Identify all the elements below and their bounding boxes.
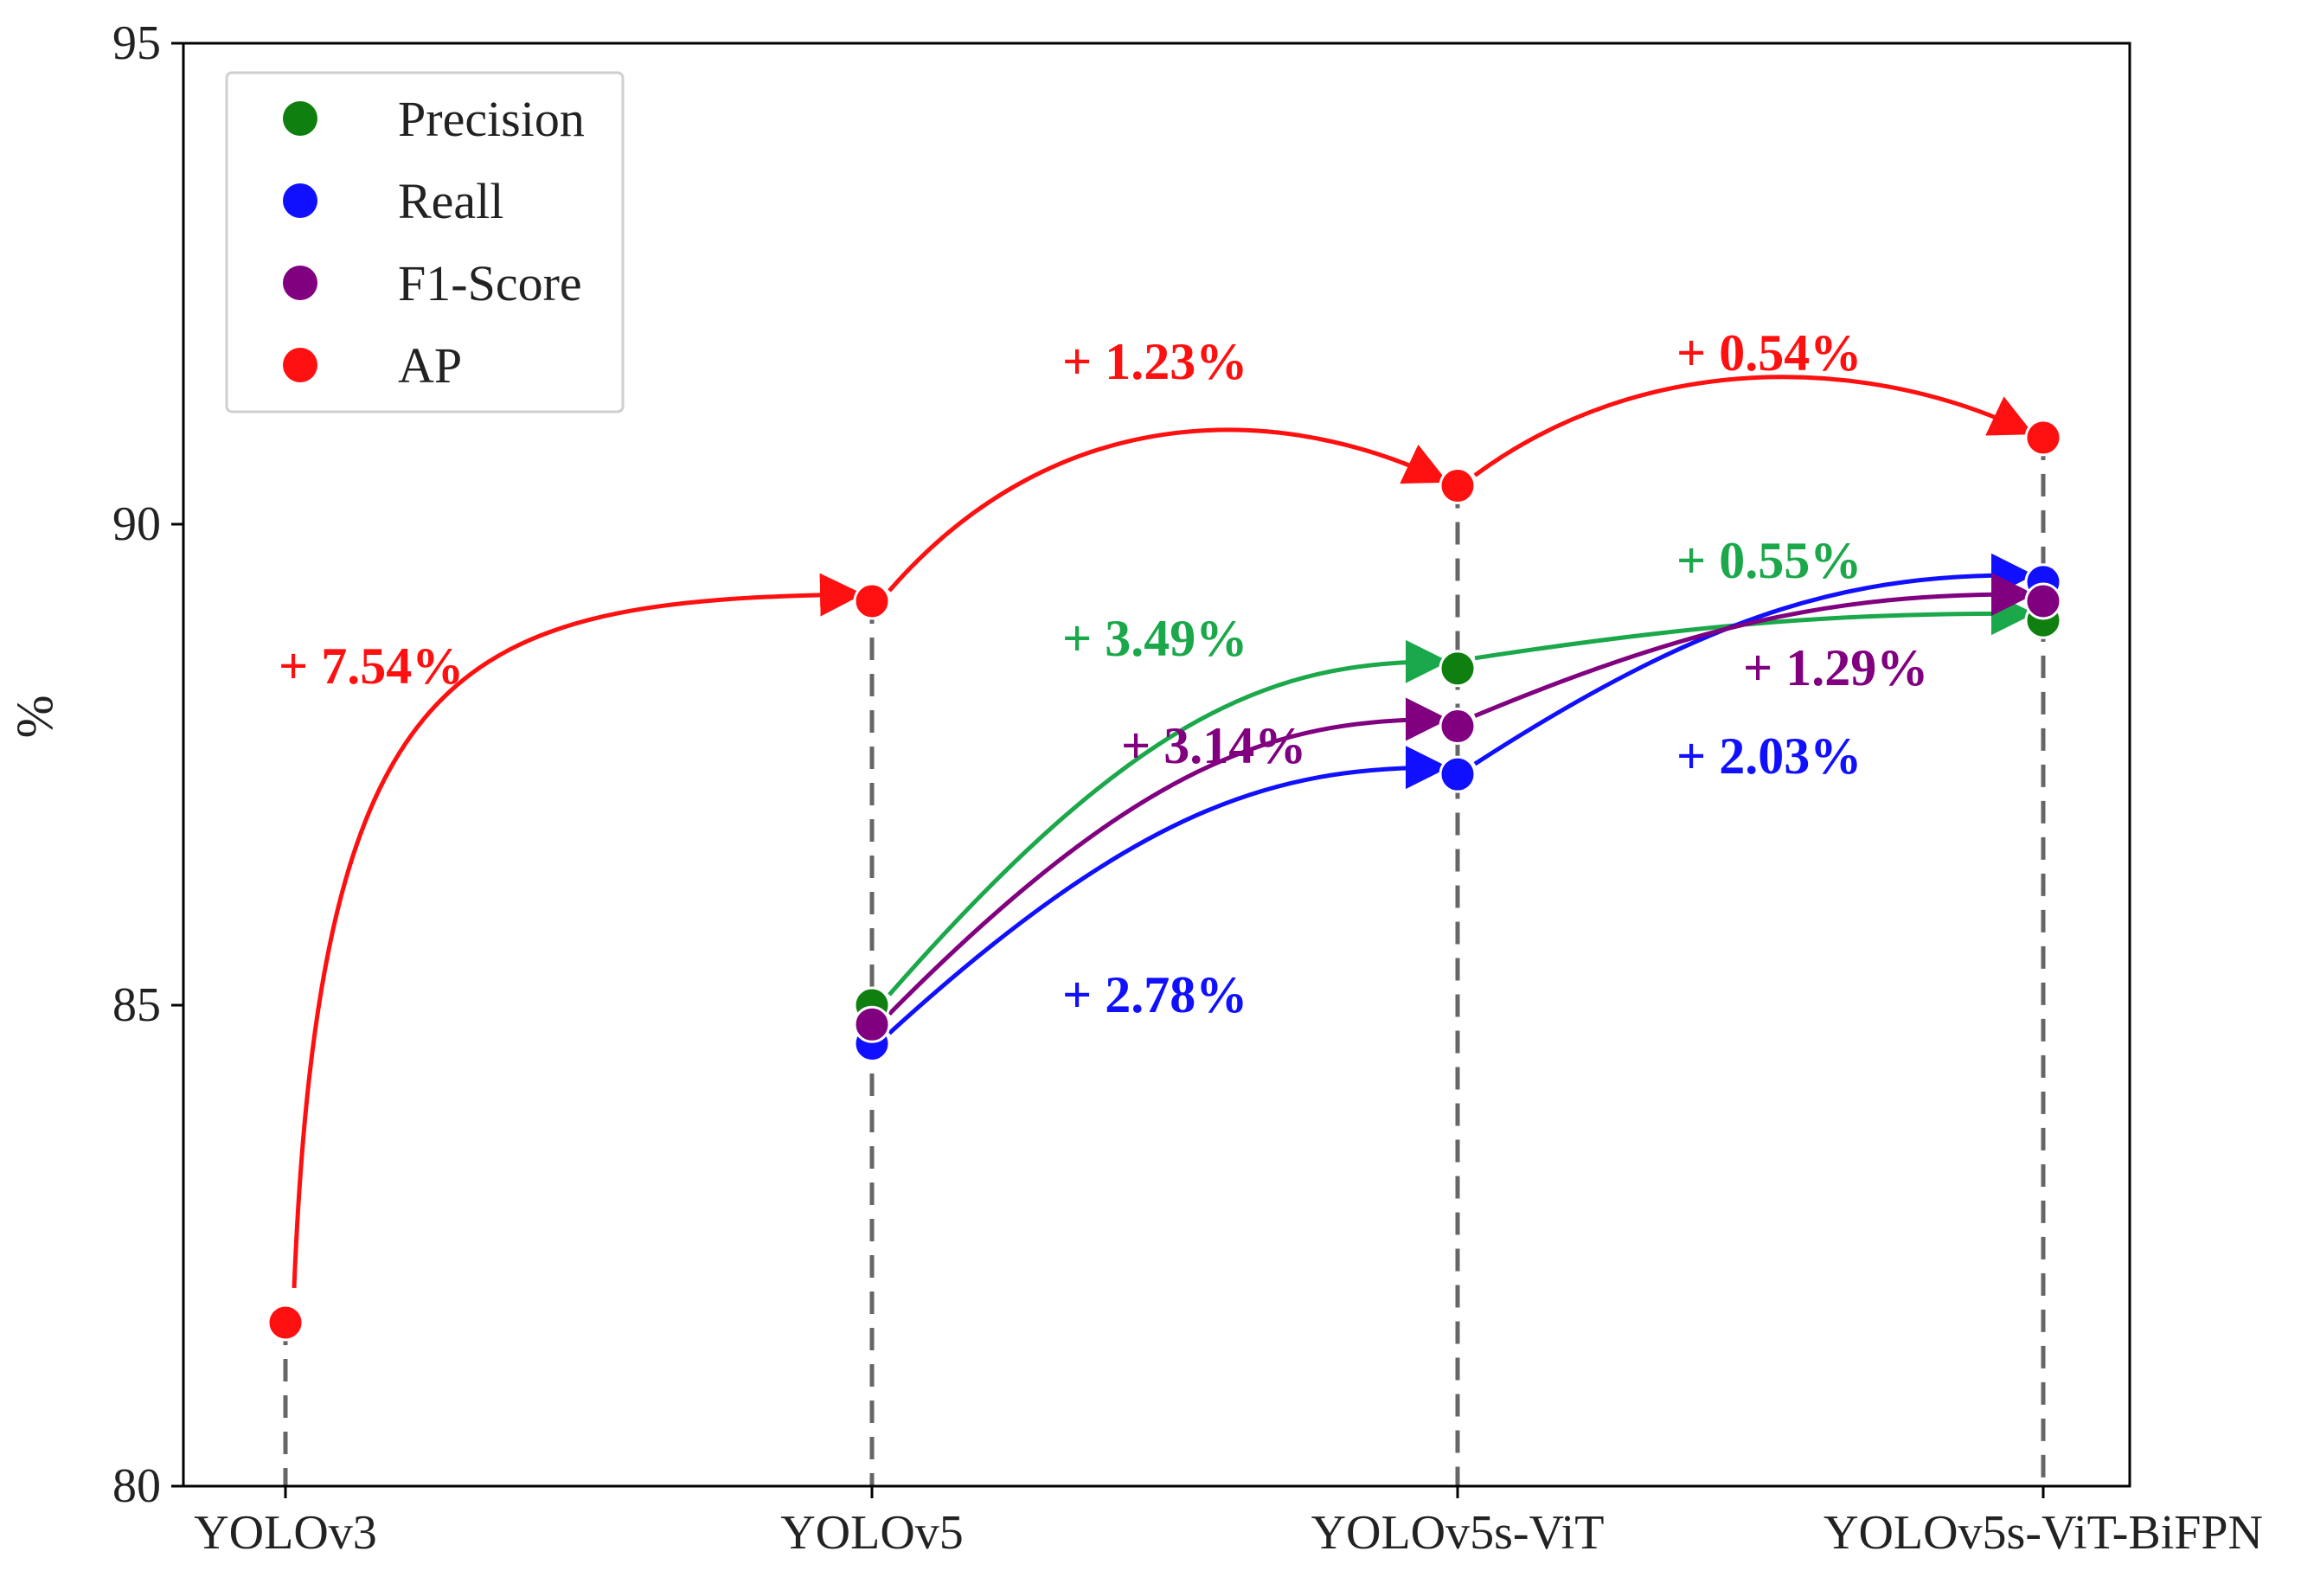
- legend-marker: [283, 266, 317, 300]
- data-point-ap: [266, 1304, 304, 1342]
- trend-curve-f1-score: [888, 697, 1449, 1016]
- y-tick-label: 95: [112, 16, 161, 70]
- drop-lines: [283, 437, 2046, 1486]
- plot-frame: [182, 42, 2131, 1488]
- x-tick-label: YOLOv3: [194, 1506, 377, 1560]
- trend-curve-precision: [1474, 592, 2035, 661]
- legend-label: Precision: [398, 91, 585, 147]
- x-tick-label: YOLOv5s-ViT-BiFPN: [1823, 1506, 2263, 1560]
- legend-box: [225, 71, 625, 413]
- annotation-label: + 1.29%: [1743, 639, 1928, 696]
- annotation-label: + 1.23%: [1062, 333, 1247, 390]
- data-point-precision: [1439, 650, 1477, 688]
- y-tick-label: 90: [112, 497, 161, 551]
- annotation-label: + 0.55%: [1676, 532, 1862, 589]
- legend: Precision Reall F1-Score AP: [225, 71, 625, 413]
- trend-curve-ap: [888, 427, 1449, 593]
- trend-curves: [292, 375, 2035, 1289]
- data-points: [266, 419, 2062, 1342]
- data-point-reall: [1439, 755, 1477, 793]
- x-tick-label: YOLOv5s-ViT: [1311, 1506, 1605, 1560]
- data-point-ap: [1439, 467, 1477, 505]
- x-tick-label: YOLOv5: [780, 1506, 964, 1560]
- legend-label: Reall: [398, 173, 503, 229]
- y-axis-label: %: [6, 695, 63, 738]
- trend-curve-ap: [292, 573, 863, 1289]
- y-tick-label: 85: [112, 978, 161, 1032]
- trend-curve-reall: [1473, 553, 2035, 766]
- data-point-f1-score: [853, 1005, 891, 1043]
- trend-curve-reall: [888, 746, 1449, 1035]
- annotation-label: + 0.54%: [1676, 324, 1862, 381]
- data-point-f1-score: [2024, 582, 2062, 620]
- legend-marker: [283, 183, 317, 218]
- data-point-f1-score: [1439, 708, 1477, 746]
- data-point-ap: [853, 582, 891, 620]
- x-axis: YOLOv3 YOLOv5 YOLOv5s-ViT YOLOv5s-ViT-BiFPN: [194, 1486, 2263, 1560]
- annotation-label: + 7.54%: [279, 638, 464, 695]
- legend-marker: [283, 348, 317, 382]
- y-axis: 80 85 90 95: [112, 16, 183, 1513]
- data-point-ap: [2024, 419, 2062, 457]
- legend-marker: [283, 101, 317, 136]
- trend-curve-ap: [1473, 375, 2035, 478]
- trend-curve-f1-score: [1474, 572, 2035, 718]
- y-tick-label: 80: [112, 1459, 161, 1513]
- annotation-label: + 3.14%: [1121, 717, 1306, 774]
- annotation-label: + 2.78%: [1062, 966, 1247, 1023]
- annotations: + 7.54% + 1.23% + 0.54% + 3.49% + 0.55% + 3.1…: [279, 324, 1928, 1023]
- annotation-label: + 3.49%: [1062, 610, 1247, 667]
- legend-label: AP: [398, 337, 462, 394]
- annotation-label: + 2.03%: [1676, 727, 1862, 785]
- trend-curve-precision: [888, 639, 1449, 997]
- legend-label: F1-Score: [398, 255, 582, 311]
